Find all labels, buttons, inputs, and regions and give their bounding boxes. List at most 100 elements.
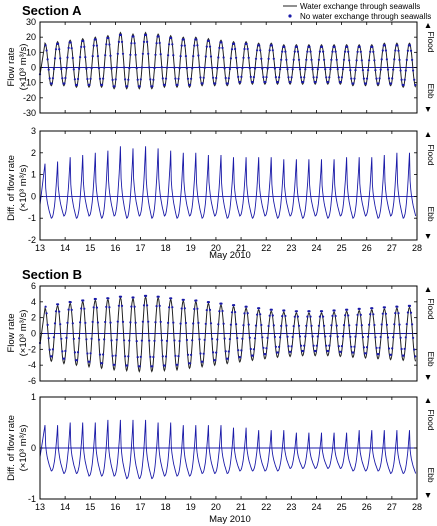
series-dot [406, 311, 409, 314]
x-tick-label: 23 [286, 243, 296, 253]
series-dot [279, 68, 282, 71]
x-tick-label: 23 [286, 502, 296, 512]
series-dot [400, 78, 403, 81]
series-dot [172, 321, 175, 324]
series-dot [379, 68, 382, 71]
series-dot [367, 69, 370, 72]
series-dot [86, 77, 89, 81]
series-dot [111, 354, 114, 357]
y-tick-label: 0 [31, 191, 36, 201]
series-dot [290, 76, 293, 79]
series-dot [253, 337, 257, 340]
series-dot [185, 67, 188, 70]
series-dot [352, 351, 355, 354]
plot-frame [39, 130, 418, 241]
series-dot [256, 49, 259, 52]
y-tick-label: -4 [28, 360, 36, 370]
series-dot [300, 344, 303, 347]
series-dot [201, 360, 204, 363]
series-dot [266, 67, 269, 70]
series-dot [130, 305, 133, 308]
series-dot [104, 54, 107, 57]
series-dot [192, 322, 195, 325]
series-dot [228, 338, 231, 341]
series-dot [249, 347, 252, 351]
series-dot [190, 353, 193, 356]
legend-line-label: Water exchange through seawalls [300, 2, 420, 11]
series-dot [189, 83, 192, 86]
series-dot [278, 76, 281, 79]
series-dot [270, 308, 273, 311]
series-dot [290, 345, 293, 348]
series-dot [92, 306, 95, 309]
series-dot [189, 362, 192, 365]
series-dot [283, 45, 286, 49]
series-dot [121, 320, 125, 323]
series-dot [170, 36, 173, 40]
series-dot [164, 77, 168, 80]
x-tick-label: 22 [261, 243, 271, 253]
series-dot [328, 344, 331, 347]
series-dot [89, 77, 92, 80]
series-dot [83, 45, 86, 49]
series-dot [276, 80, 280, 84]
series-dot [337, 345, 340, 348]
y-tick-label: 0 [31, 329, 36, 339]
series-dot [384, 49, 387, 52]
series-dot [230, 311, 234, 314]
series-dot [147, 52, 150, 55]
x-tick-label: 24 [311, 502, 321, 512]
series-dot [331, 50, 334, 53]
series-dot [146, 304, 149, 307]
series-dot [227, 77, 230, 80]
series-dot [226, 82, 229, 85]
series-dot [291, 68, 294, 71]
series-dot [278, 345, 281, 348]
series-dot [310, 58, 313, 61]
series-dot [329, 68, 332, 71]
series-dot [271, 314, 274, 317]
series-dot [378, 346, 381, 349]
series-dot [305, 58, 308, 61]
series-dot [158, 304, 161, 307]
series-dot [391, 77, 394, 80]
series-dot [53, 57, 57, 60]
y-tick-label: -10 [23, 78, 36, 88]
series-dot [236, 67, 239, 70]
series-dot [297, 324, 301, 327]
series-dot [117, 40, 120, 44]
series-dot [138, 365, 141, 368]
series-dot [207, 39, 210, 43]
series-dot [216, 338, 219, 341]
series-dot [273, 335, 276, 338]
series-dot [168, 43, 171, 46]
series-dot [176, 363, 179, 366]
series-dot [85, 338, 88, 341]
series-dot [347, 50, 350, 53]
series-dot [367, 335, 370, 338]
series-dot [285, 58, 288, 61]
panel-b-flow-flood-label: Flood [426, 298, 436, 320]
series-dot [408, 304, 412, 307]
y-tick-label: -6 [28, 376, 36, 386]
series-dot [390, 82, 393, 85]
series-dot [342, 324, 346, 327]
legend: Water exchange through seawalls No water… [283, 2, 431, 21]
series-dot [70, 308, 73, 311]
series-dot [402, 83, 405, 87]
series-dot [309, 315, 312, 318]
series-dot [48, 348, 51, 351]
series-dot [220, 41, 223, 44]
series-dot [83, 307, 86, 310]
series-dot [96, 321, 99, 324]
series-dot [336, 68, 339, 71]
series-dot [397, 312, 400, 315]
series-dot [284, 314, 287, 318]
series-dot [165, 66, 169, 69]
series-dot [127, 355, 130, 358]
series-dot [174, 354, 177, 357]
series-dot [149, 78, 152, 81]
series-dot [340, 76, 343, 79]
series-dot [300, 76, 303, 79]
series-dot [360, 324, 363, 327]
